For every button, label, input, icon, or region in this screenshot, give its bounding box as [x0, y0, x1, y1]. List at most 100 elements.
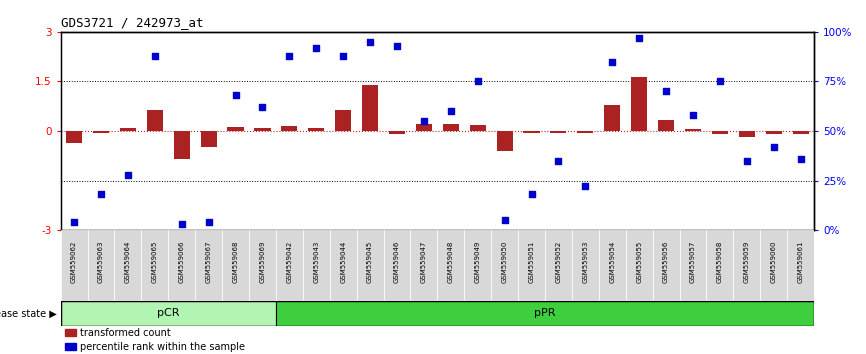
Bar [146, 109, 163, 131]
Bar [281, 126, 297, 131]
Point [740, 158, 753, 164]
Text: GSM559061: GSM559061 [798, 241, 804, 283]
Bar [141, 230, 168, 301]
Bar [631, 78, 647, 131]
Bar [384, 230, 410, 301]
Bar [65, 329, 76, 336]
Text: GSM559048: GSM559048 [448, 241, 454, 283]
Point [552, 158, 565, 164]
Bar [120, 128, 136, 131]
Bar [469, 125, 486, 131]
Text: GSM559064: GSM559064 [125, 241, 131, 283]
Text: pCR: pCR [157, 308, 179, 318]
Bar [416, 124, 432, 131]
Text: transformed count: transformed count [80, 328, 171, 338]
Bar [685, 129, 701, 131]
Bar [276, 301, 814, 326]
Point [766, 144, 780, 150]
Point [471, 79, 485, 84]
Point [309, 45, 323, 51]
Bar [464, 230, 491, 301]
Bar [335, 109, 352, 131]
Point [605, 59, 619, 64]
Text: GSM559043: GSM559043 [313, 241, 320, 283]
Bar [496, 131, 513, 152]
Bar [707, 230, 734, 301]
Text: GSM559045: GSM559045 [367, 241, 373, 283]
Bar [168, 230, 195, 301]
Text: GSM559049: GSM559049 [475, 241, 481, 283]
Bar [362, 85, 378, 131]
Bar [766, 131, 782, 133]
Text: GSM559042: GSM559042 [287, 241, 293, 283]
Point [390, 43, 404, 48]
Bar [680, 230, 707, 301]
Bar [545, 230, 572, 301]
Text: percentile rank within the sample: percentile rank within the sample [80, 342, 245, 352]
Bar [712, 131, 728, 133]
Bar [551, 131, 566, 133]
Bar [658, 120, 674, 131]
Text: GSM559062: GSM559062 [71, 241, 77, 283]
Bar [66, 131, 82, 143]
Bar [195, 230, 222, 301]
Text: disease state ▶: disease state ▶ [0, 308, 56, 318]
Text: GSM559046: GSM559046 [394, 241, 400, 283]
Point [363, 39, 377, 45]
Bar [578, 131, 593, 133]
Bar [625, 230, 653, 301]
Bar [330, 230, 357, 301]
Point [417, 118, 430, 124]
Bar [653, 230, 680, 301]
Point [793, 156, 807, 161]
Point [202, 219, 216, 225]
Point [525, 192, 539, 197]
Text: GSM559065: GSM559065 [152, 241, 158, 283]
Text: GSM559066: GSM559066 [178, 241, 184, 283]
Point [444, 108, 458, 114]
Point [175, 221, 189, 227]
Text: GSM559053: GSM559053 [582, 241, 588, 283]
Point [686, 112, 700, 118]
Point [713, 79, 727, 84]
Bar [249, 230, 276, 301]
Point [255, 104, 269, 110]
Bar [303, 230, 330, 301]
Text: GSM559047: GSM559047 [421, 241, 427, 283]
Bar [598, 230, 625, 301]
Text: GSM559054: GSM559054 [610, 241, 615, 283]
Point [121, 172, 135, 177]
Bar [173, 131, 190, 159]
Bar [518, 230, 545, 301]
Text: GSM559056: GSM559056 [663, 241, 669, 283]
Bar [114, 230, 141, 301]
Text: GSM559059: GSM559059 [744, 241, 750, 283]
Bar [357, 230, 384, 301]
Point [632, 35, 646, 41]
Bar [255, 129, 270, 131]
Bar [443, 124, 459, 131]
Text: GSM559051: GSM559051 [528, 241, 534, 283]
Bar [739, 131, 755, 137]
Bar [228, 127, 243, 131]
Bar [734, 230, 760, 301]
Bar [276, 230, 303, 301]
Bar [201, 131, 216, 148]
Bar [389, 131, 405, 133]
Bar [222, 230, 249, 301]
Bar [792, 131, 809, 133]
Text: GDS3721 / 242973_at: GDS3721 / 242973_at [61, 16, 204, 29]
Bar [61, 301, 276, 326]
Text: GSM559055: GSM559055 [637, 241, 642, 283]
Point [68, 219, 81, 225]
Bar [760, 230, 787, 301]
Text: GSM559068: GSM559068 [233, 241, 238, 283]
Bar [572, 230, 598, 301]
Text: GSM559060: GSM559060 [771, 241, 777, 283]
Bar [787, 230, 814, 301]
Bar [61, 230, 87, 301]
Bar [93, 131, 109, 133]
Text: GSM559044: GSM559044 [340, 241, 346, 283]
Text: GSM559050: GSM559050 [501, 241, 507, 283]
Point [659, 88, 673, 94]
